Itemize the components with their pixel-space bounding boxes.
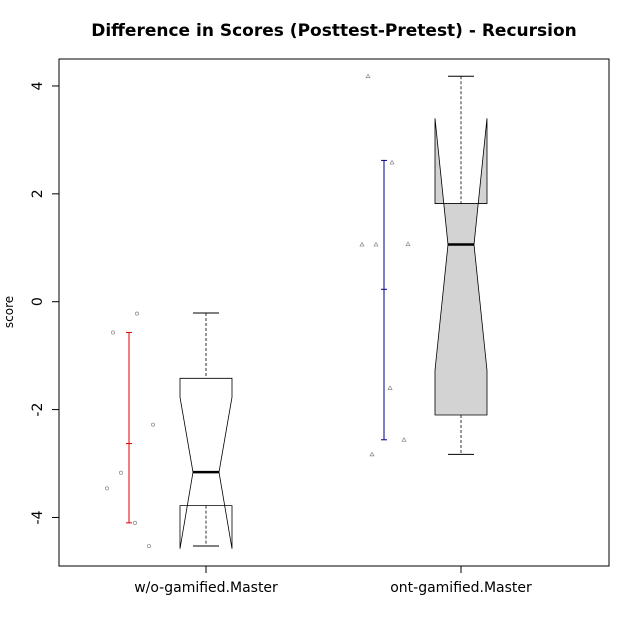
data-point	[387, 385, 393, 390]
data-point	[405, 241, 411, 246]
data-point	[147, 544, 151, 548]
data-point	[119, 470, 123, 475]
x-category-label: w/o-gamified.Master	[134, 580, 278, 596]
y-tick-label: -2	[30, 403, 46, 417]
notched-box	[434, 118, 488, 416]
chart-title: Difference in Scores (Posttest-Pretest) …	[91, 21, 577, 41]
y-tick-label: 0	[30, 297, 46, 306]
data-point	[389, 159, 395, 165]
box-groups	[105, 73, 488, 549]
data-point	[359, 241, 365, 247]
y-axis: -4 -2 0 2 4	[30, 81, 59, 524]
plot-frame	[58, 58, 610, 567]
notched-box	[179, 377, 233, 549]
data-point	[401, 437, 407, 442]
data-point	[135, 311, 139, 316]
data-point	[373, 241, 379, 247]
data-point	[365, 73, 371, 79]
data-point	[133, 520, 137, 525]
data-point	[151, 422, 155, 427]
box-group-0	[105, 311, 233, 549]
y-tick-label: 2	[30, 189, 46, 198]
data-point	[111, 330, 115, 335]
y-tick-label: 4	[30, 81, 46, 90]
data-point	[369, 451, 375, 457]
x-axis-labels: w/o-gamified.Master ont-gamified.Master	[134, 566, 532, 596]
data-point	[105, 486, 109, 491]
x-category-label: ont-gamified.Master	[390, 580, 532, 596]
box-group-1	[359, 73, 488, 457]
y-tick-label: -4	[30, 510, 46, 524]
y-axis-label: score	[2, 296, 16, 328]
